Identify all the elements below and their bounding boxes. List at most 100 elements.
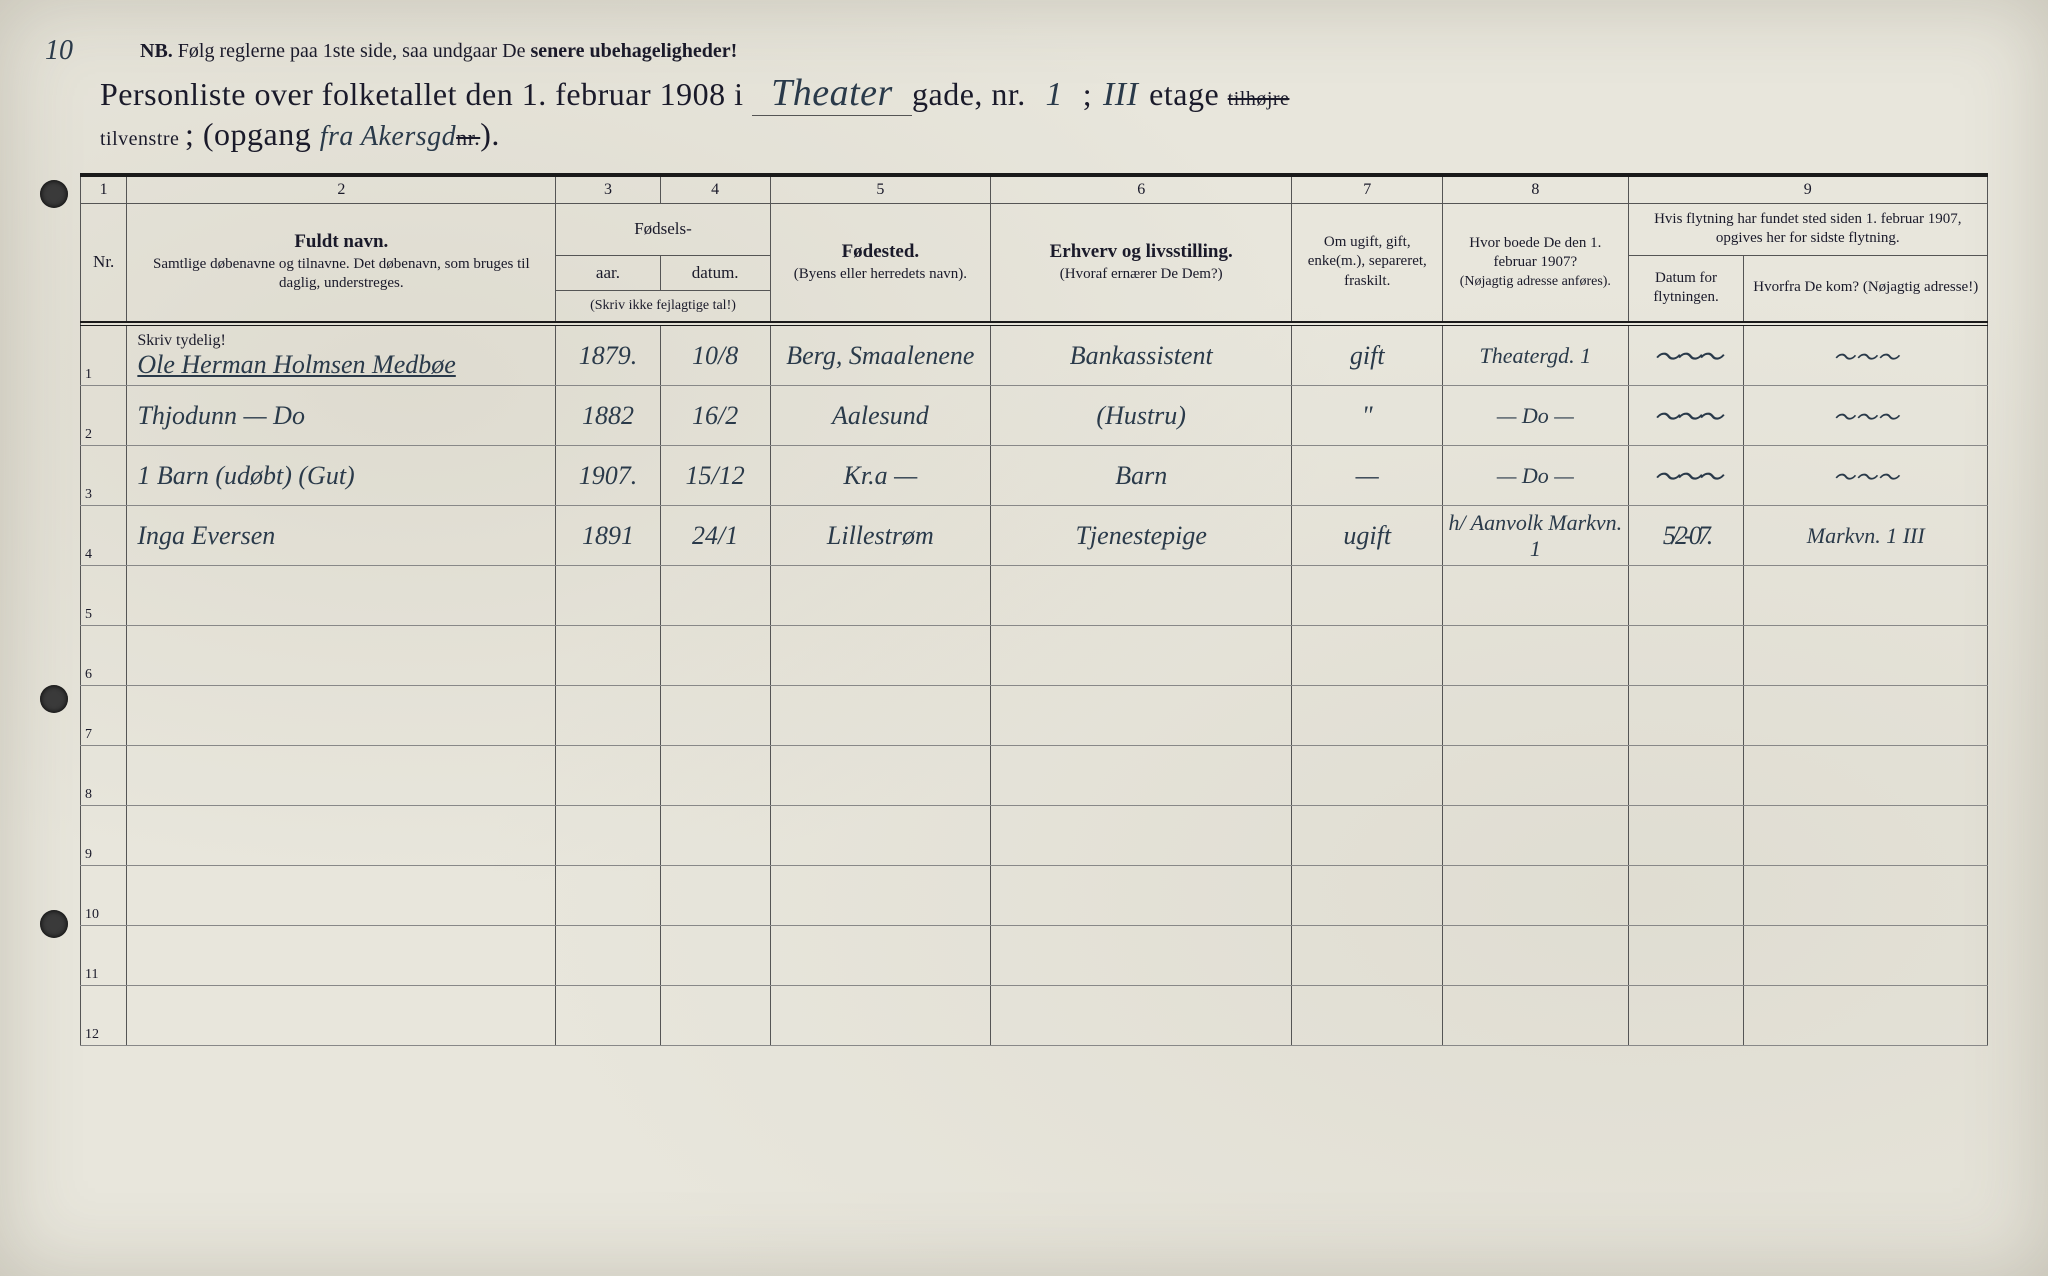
table-row: 3 1 Barn (udøbt) (Gut) 1907. 15/12 Kr.a … xyxy=(81,446,1988,506)
hdr-move-from-text: Hvorfra De kom? (Nøjagtig adresse!) xyxy=(1750,278,1981,298)
cell-move-date: ～～～ xyxy=(1628,386,1744,446)
punch-hole xyxy=(40,685,68,713)
nb-instruction-line: NB. Følg reglerne paa 1ste side, saa und… xyxy=(140,40,1988,63)
title-semicolon: ; xyxy=(1083,76,1092,112)
hdr-move-date: Datum for flytningen. xyxy=(1628,255,1744,322)
cell-marital: ugift xyxy=(1292,506,1443,566)
cell-marital: — xyxy=(1292,446,1443,506)
hdr-1907-main: Hvor boede De den 1. februar 1907? xyxy=(1449,234,1621,273)
nb-text-a: Følg reglerne paa 1ste side, saa undgaar… xyxy=(178,40,531,62)
hdr-move-text: Hvis flytning har fundet sted siden 1. f… xyxy=(1635,210,1981,249)
cell-adr1907: h/ Aanvolk Markvn. 1 xyxy=(1443,506,1628,566)
page-number-handwritten: 10 xyxy=(45,35,73,67)
hdr-fodsels: Fødsels- xyxy=(556,203,770,255)
table-body: 1 Skriv tydelig!Ole Herman Holmsen Medbø… xyxy=(81,326,1988,1046)
cell-move-from: ～～～ xyxy=(1744,446,1988,506)
hdr-1907-sub: (Nøjagtig adresse anføres). xyxy=(1449,273,1621,291)
cell-date: 10/8 xyxy=(660,326,770,386)
colnum-4: 4 xyxy=(660,177,770,203)
table-row-empty: 5 xyxy=(81,566,1988,626)
colnum-7: 7 xyxy=(1292,177,1443,203)
row-nr: 10 xyxy=(81,866,127,926)
hdr-name-sub: Samtlige døbenavne og tilnavne. Det døbe… xyxy=(133,255,549,294)
title-prefix: Personliste over folketallet den 1. febr… xyxy=(100,76,743,112)
cell-year: 1882 xyxy=(556,386,660,446)
colnum-5: 5 xyxy=(770,177,990,203)
table-row-empty: 11 xyxy=(81,926,1988,986)
colnum-2: 2 xyxy=(127,177,556,203)
cell-date: 15/12 xyxy=(660,446,770,506)
table-row-empty: 7 xyxy=(81,686,1988,746)
row-nr: 7 xyxy=(81,686,127,746)
cell-name: Skriv tydelig!Ole Herman Holmsen Medbøe xyxy=(127,326,556,386)
hdr-fodsels-inst-text: (Skriv ikke fejlagtige tal!) xyxy=(562,297,763,315)
table-row-empty: 6 xyxy=(81,626,1988,686)
title-etage: etage xyxy=(1149,76,1219,112)
title-semicolon2: ; xyxy=(185,116,194,152)
cell-occupation: Bankassistent xyxy=(990,326,1291,386)
census-title-line: Personliste over folketallet den 1. febr… xyxy=(100,71,1988,153)
house-number-handwritten: 1 xyxy=(1034,76,1074,114)
hdr-erhverv-sub: (Hvoraf ernærer De Dem?) xyxy=(997,265,1285,285)
floor-handwritten: III xyxy=(1101,76,1141,114)
cell-birthplace: Aalesund xyxy=(770,386,990,446)
row-nr: 2 xyxy=(81,386,127,446)
cell-move-from: ～～～ xyxy=(1744,326,1988,386)
hdr-name: Fuldt navn. Samtlige døbenavne og tilnav… xyxy=(127,203,556,322)
cell-adr1907: — Do — xyxy=(1443,386,1628,446)
row-nr: 4 xyxy=(81,506,127,566)
hdr-marital: Om ugift, gift, enke(m.), separeret, fra… xyxy=(1292,203,1443,322)
cell-occupation: Tjenestepige xyxy=(990,506,1291,566)
cell-year: 1907. xyxy=(556,446,660,506)
street-name-handwritten: Theater xyxy=(752,71,912,116)
skriv-tydelig-instruction: Skriv tydelig! xyxy=(137,332,551,350)
cell-year: 1879. xyxy=(556,326,660,386)
table-row: 2 Thjodunn — Do 1882 16/2 Aalesund (Hust… xyxy=(81,386,1988,446)
punch-hole xyxy=(40,910,68,938)
cell-date: 16/2 xyxy=(660,386,770,446)
hdr-move-from: Hvorfra De kom? (Nøjagtig adresse!) xyxy=(1744,255,1988,322)
cell-name: 1 Barn (udøbt) (Gut) xyxy=(127,446,556,506)
table-row-empty: 12 xyxy=(81,986,1988,1046)
hdr-marital-text: Om ugift, gift, enke(m.), separeret, fra… xyxy=(1298,233,1436,292)
row-nr: 12 xyxy=(81,986,127,1046)
colnum-8: 8 xyxy=(1443,177,1628,203)
hdr-1907: Hvor boede De den 1. februar 1907? (Nøja… xyxy=(1443,203,1628,322)
title-close: ). xyxy=(480,116,500,152)
cell-move-date: 5/2-07. xyxy=(1628,506,1744,566)
table-row-empty: 9 xyxy=(81,806,1988,866)
colnum-9: 9 xyxy=(1628,177,1987,203)
cell-occupation: Barn xyxy=(990,446,1291,506)
tilvenstre: tilvenstre xyxy=(100,128,179,150)
row-nr: 8 xyxy=(81,746,127,806)
cell-marital: " xyxy=(1292,386,1443,446)
table-row: 1 Skriv tydelig!Ole Herman Holmsen Medbø… xyxy=(81,326,1988,386)
colnum-1: 1 xyxy=(81,177,127,203)
opgang-handwritten: fra Akersgd xyxy=(320,121,456,153)
hdr-erhverv-main: Erhverv og livsstilling. xyxy=(997,240,1285,265)
row-nr: 11 xyxy=(81,926,127,986)
colnum-6: 6 xyxy=(990,177,1291,203)
hdr-name-main: Fuldt navn. xyxy=(133,230,549,255)
hdr-nr: Nr. xyxy=(81,203,127,322)
cell-name: Thjodunn — Do xyxy=(127,386,556,446)
table-row: 4 Inga Eversen 1891 24/1 Lillestrøm Tjen… xyxy=(81,506,1988,566)
cell-birthplace: Lillestrøm xyxy=(770,506,990,566)
row-nr: 1 xyxy=(81,326,127,386)
cell-year: 1891 xyxy=(556,506,660,566)
hdr-datum: datum. xyxy=(660,255,770,290)
row-nr: 9 xyxy=(81,806,127,866)
column-number-row: 1 2 3 4 5 6 7 8 9 xyxy=(81,177,1988,203)
hdr-fodested: Fødested. (Byens eller herredets navn). xyxy=(770,203,990,322)
hdr-move-date-text: Datum for flytningen. xyxy=(1635,269,1738,308)
cell-adr1907: — Do — xyxy=(1443,446,1628,506)
row-nr: 5 xyxy=(81,566,127,626)
census-page: 10 NB. Følg reglerne paa 1ste side, saa … xyxy=(0,0,2048,1276)
census-table: 1 2 3 4 5 6 7 8 9 Nr. Fuldt navn. Samtli… xyxy=(80,177,1988,1046)
colnum-3: 3 xyxy=(556,177,660,203)
row-nr: 6 xyxy=(81,626,127,686)
cell-birthplace: Berg, Smaalenene xyxy=(770,326,990,386)
cell-marital: gift xyxy=(1292,326,1443,386)
cell-move-date: ～～～ xyxy=(1628,446,1744,506)
cell-move-from: ～～～ xyxy=(1744,386,1988,446)
